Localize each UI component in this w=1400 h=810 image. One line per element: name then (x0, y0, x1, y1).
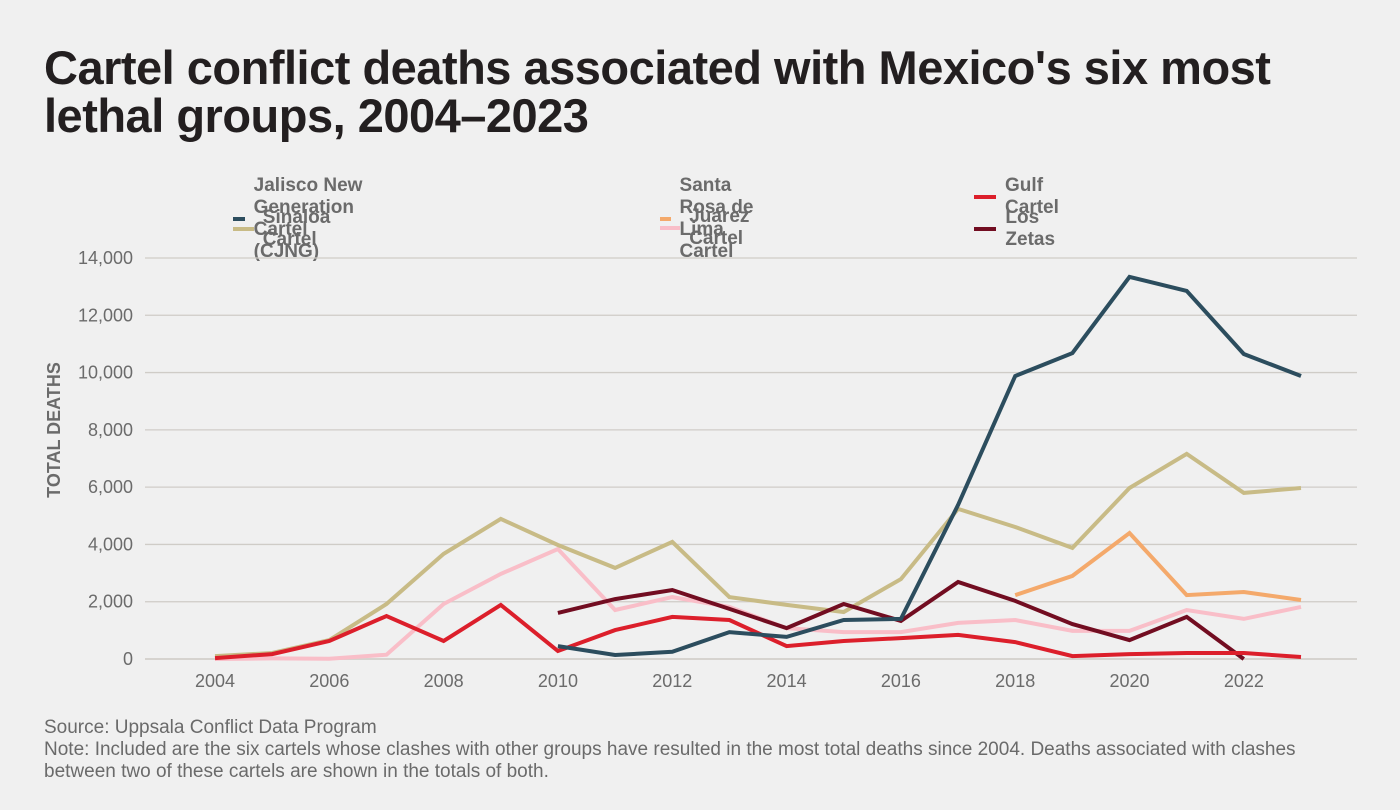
legend-swatch (660, 226, 681, 230)
y-tick-label: 14,000 (78, 248, 133, 268)
y-axis-ticks: 0 2,000 4,000 6,000 8,000 10,000 12,000 14,000 (78, 248, 133, 669)
series-line-sinaloa-cartel (214, 451, 1302, 659)
series-line-gulf-cartel (214, 602, 1302, 661)
x-tick-label: 2018 (995, 671, 1035, 691)
legend-item-gulf: Gulf Cartel (974, 175, 1070, 219)
y-tick-label: 0 (123, 649, 133, 669)
y-tick-label: 2,000 (88, 592, 133, 612)
y-tick-label: 8,000 (88, 420, 133, 440)
legend-label: Los Zetas (1005, 207, 1056, 250)
x-tick-label: 2004 (195, 671, 235, 691)
x-axis-ticks: 2004 2006 2008 2010 2012 2014 2016 2018 2020 2022 (195, 671, 1264, 691)
y-tick-label: 10,000 (78, 363, 133, 383)
y-tick-label: 12,000 (78, 305, 133, 325)
y-tick-label: 4,000 (88, 534, 133, 554)
legend-swatch (660, 217, 671, 221)
source-note: Source: Uppsala Conflict Data Program No… (44, 717, 1364, 783)
legend-swatch (974, 227, 997, 231)
chart-title: Cartel conflict deaths associated with M… (44, 41, 1271, 142)
x-tick-label: 2016 (881, 671, 921, 691)
legend-label: Juarez Cartel (689, 206, 750, 249)
x-tick-label: 2010 (538, 671, 578, 691)
x-tick-label: 2020 (1110, 671, 1150, 691)
series-lines (214, 274, 1302, 661)
series-line-juarez-cartel (214, 546, 1302, 661)
legend-label: Santa Rosa de Lima Cartel (679, 175, 754, 262)
legend-item-juarez: Juarez Cartel (660, 206, 762, 250)
legend-swatch (233, 217, 245, 221)
legend-label: Sinaloa Cartel (262, 207, 331, 250)
x-tick-label: 2014 (767, 671, 807, 691)
series-line-santa-rosa-de-lima-cartel (1014, 530, 1302, 602)
legend-label: Jalisco New Generation Cartel (CJNG) (253, 175, 363, 262)
y-axis-title: TOTAL DEATHS (44, 362, 64, 498)
x-tick-label: 2012 (652, 671, 692, 691)
series-line-jalisco-new-generation-cartel-cjng (557, 274, 1302, 658)
source-text: Source: Uppsala Conflict Data Program (44, 717, 377, 738)
legend-item-sinaloa: Sinaloa Cartel (233, 207, 343, 251)
legend-item-cjng: Jalisco New Generation Cartel (CJNG) (233, 175, 375, 263)
legend-swatch (233, 227, 254, 231)
x-tick-label: 2006 (309, 671, 349, 691)
x-tick-label: 2022 (1224, 671, 1264, 691)
legend-swatch (974, 195, 997, 199)
legend-item-santa-rosa: Santa Rosa de Lima Cartel (660, 175, 756, 263)
legend-label: Gulf Cartel (1005, 175, 1059, 218)
legend-item-los-zetas: Los Zetas (974, 207, 1066, 251)
note-text: Note: Included are the six cartels whose… (44, 739, 1296, 782)
y-tick-label: 6,000 (88, 477, 133, 497)
x-tick-label: 2008 (424, 671, 464, 691)
